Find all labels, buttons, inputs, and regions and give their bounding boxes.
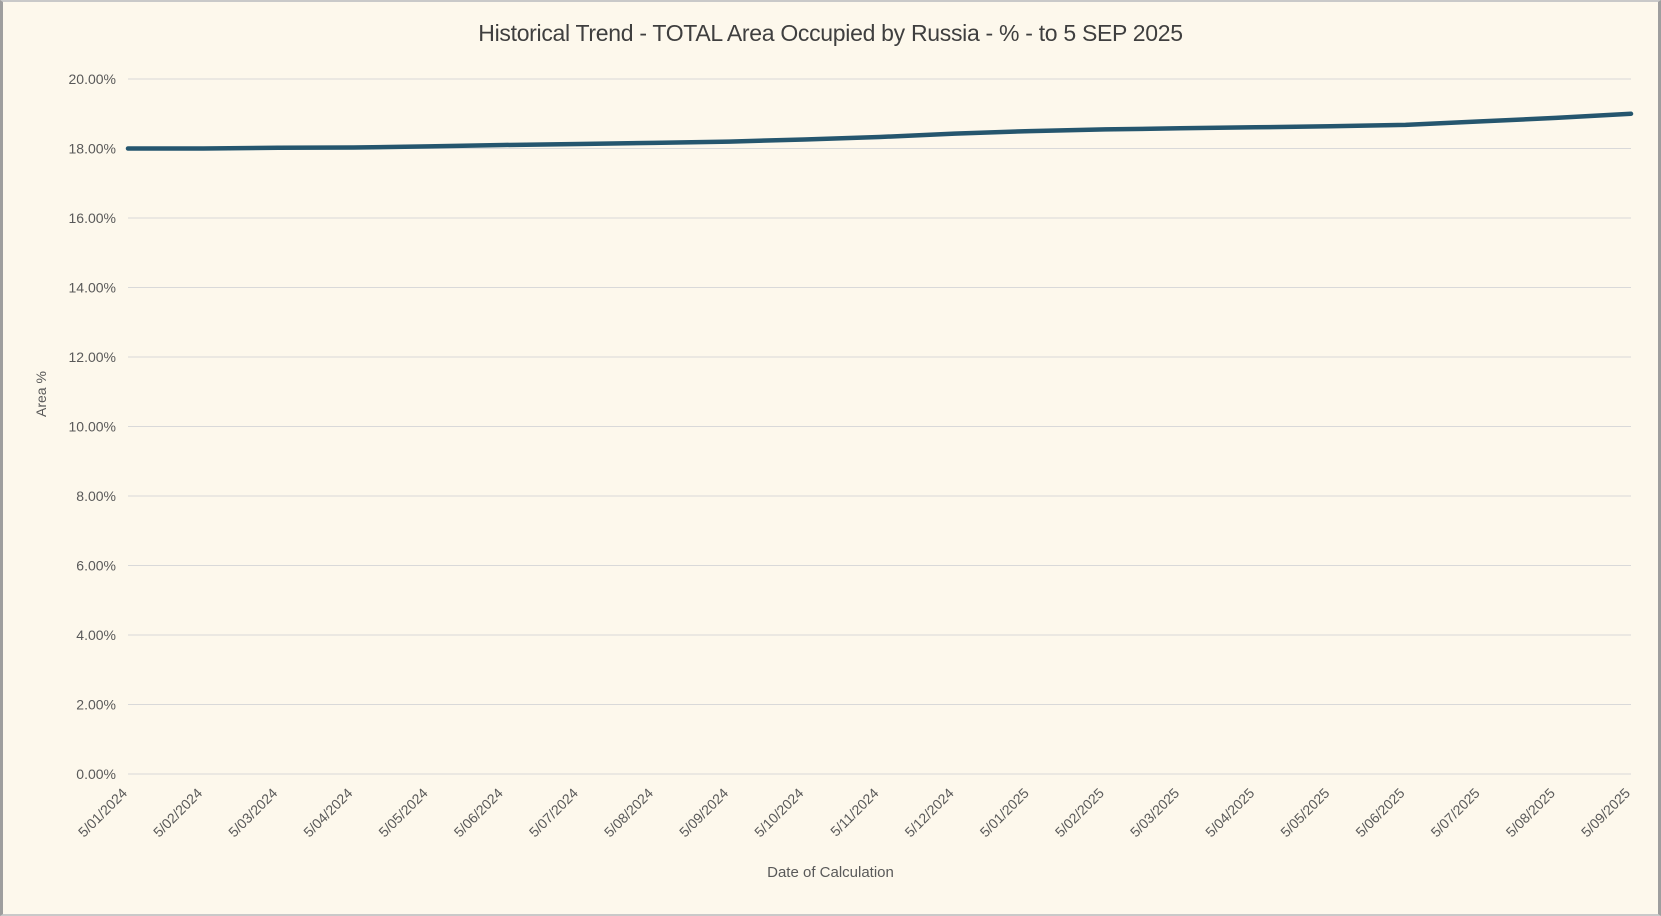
y-tick-label: 2.00% (76, 697, 116, 713)
x-tick-label: 5/09/2024 (676, 785, 732, 841)
y-tick-label: 18.00% (69, 141, 116, 157)
x-tick-label: 5/10/2024 (751, 785, 807, 841)
y-tick-label: 0.00% (76, 766, 116, 782)
x-tick-label: 5/01/2025 (977, 785, 1033, 841)
x-tick-label: 5/06/2025 (1352, 785, 1408, 841)
x-tick-label: 5/05/2024 (375, 785, 431, 841)
x-tick-label: 5/02/2025 (1052, 785, 1108, 841)
x-tick-label: 5/04/2024 (300, 785, 356, 841)
x-tick-label: 5/05/2025 (1277, 785, 1333, 841)
x-tick-label: 5/07/2024 (526, 785, 582, 841)
y-tick-label: 6.00% (76, 558, 116, 574)
x-tick-label: 5/03/2024 (225, 785, 281, 841)
x-tick-label: 5/09/2025 (1578, 785, 1634, 841)
chart-title: Historical Trend - TOTAL Area Occupied b… (478, 20, 1183, 46)
y-tick-label: 14.00% (69, 280, 116, 296)
line-chart-plot-area: 0.00% 2.00% 4.00% 6.00% 8.00% 10.00% 12.00% 14.… (69, 71, 1634, 841)
x-tick-label: 5/03/2025 (1127, 785, 1183, 841)
x-tick-label: 5/08/2025 (1503, 785, 1559, 841)
x-tick-label: 5/06/2024 (451, 785, 507, 841)
y-tick-label: 16.00% (69, 210, 116, 226)
x-tick-label: 5/04/2025 (1202, 785, 1258, 841)
data-series-line (125, 111, 1634, 151)
x-tick-label: 5/07/2025 (1427, 785, 1483, 841)
x-tick-label: 5/08/2024 (601, 785, 657, 841)
y-tick-label: 12.00% (69, 349, 116, 365)
y-tick-label: 4.00% (76, 627, 116, 643)
x-tick-label: 5/02/2024 (150, 785, 206, 841)
y-axis-title: Area % (33, 371, 49, 417)
x-tick-label: 5/01/2024 (75, 785, 131, 841)
y-tick-label: 20.00% (69, 71, 116, 87)
y-tick-label: 10.00% (69, 419, 116, 435)
x-tick-label: 5/11/2024 (827, 785, 882, 840)
x-axis-title: Date of Calculation (767, 864, 894, 881)
x-tick-label: 5/12/2024 (901, 785, 957, 841)
y-tick-label: 8.00% (76, 488, 116, 504)
